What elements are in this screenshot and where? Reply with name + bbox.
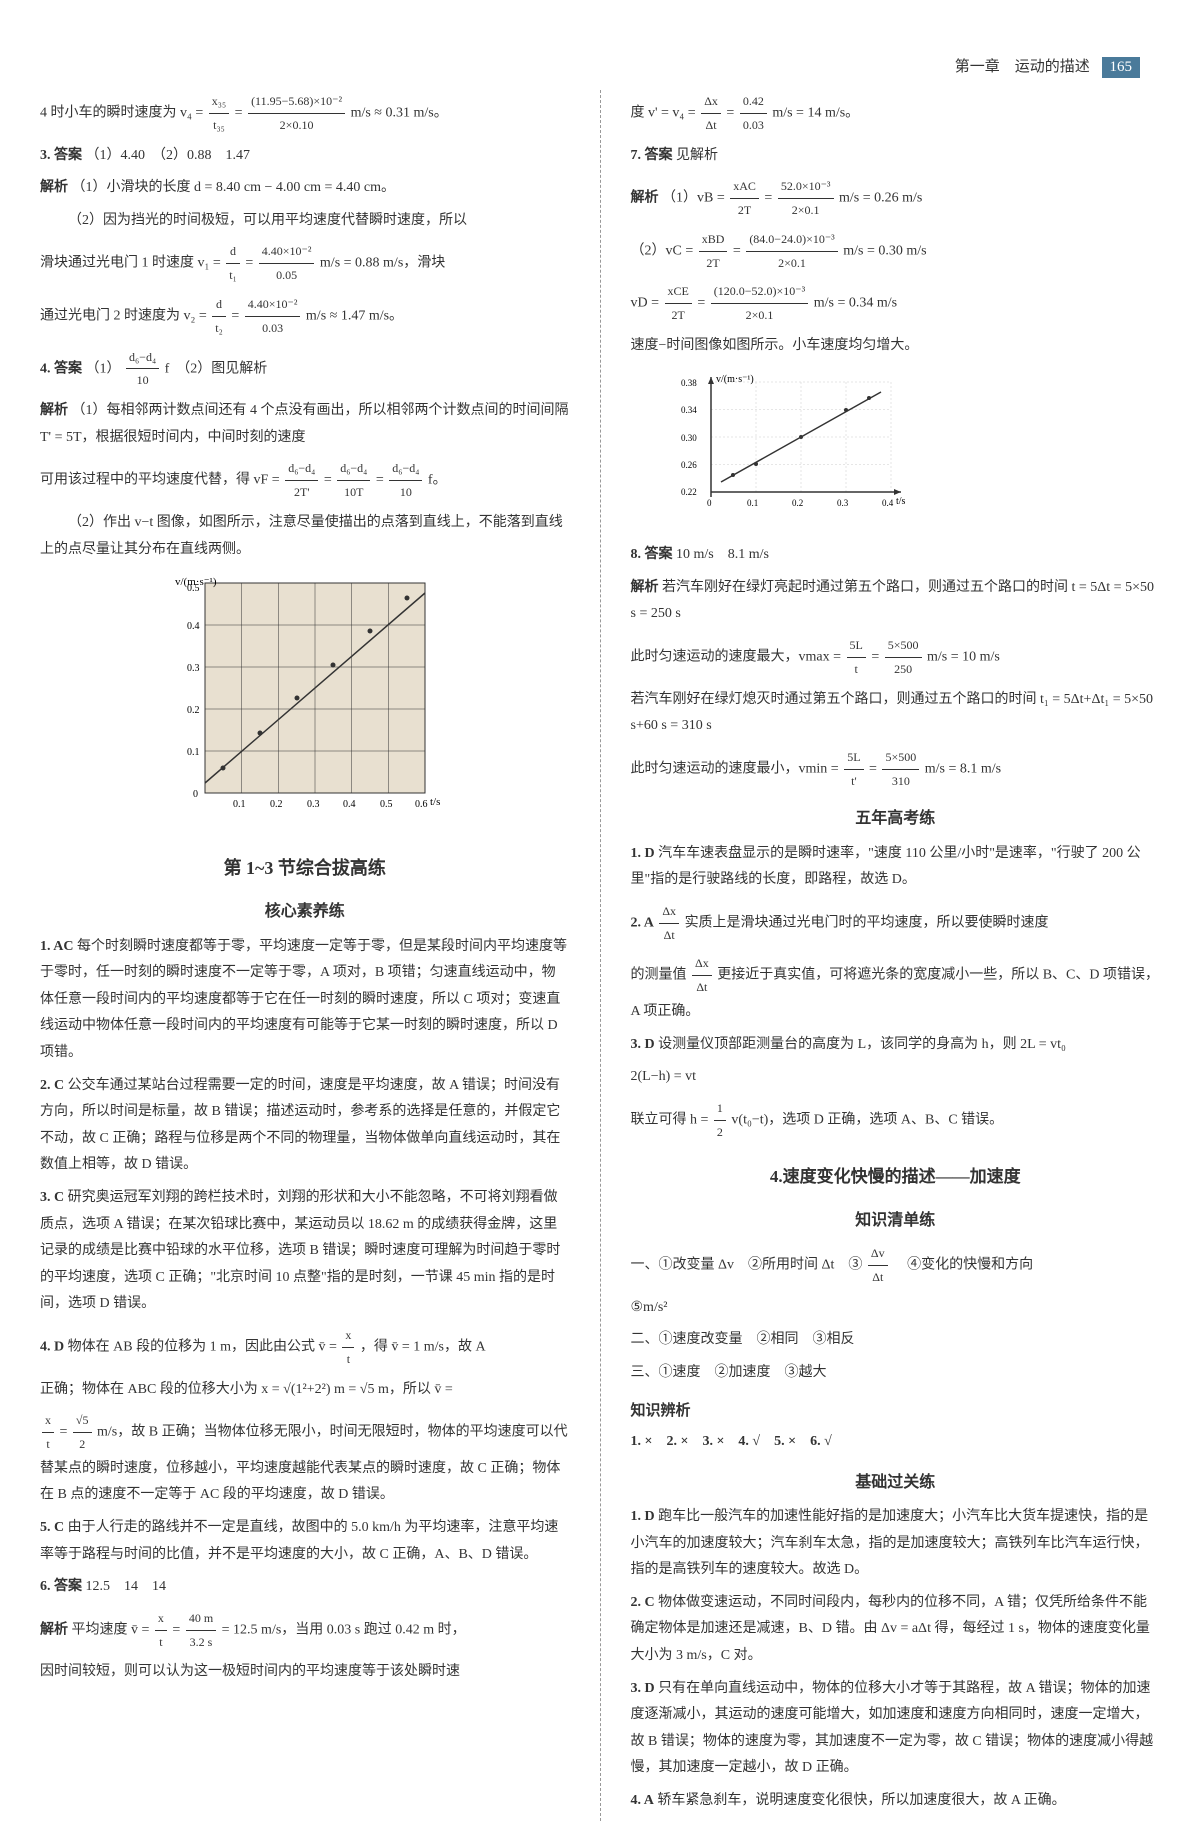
r3b: 2(L−h) = vt bbox=[631, 1064, 1161, 1091]
section-1-3-title: 第 1~3 节综合拔高练 bbox=[40, 851, 570, 885]
q7-exp3: vD = xCE2T = (120.0−52.0)×10⁻³2×0.1 m/s … bbox=[631, 280, 1161, 327]
svg-text:0: 0 bbox=[193, 789, 198, 800]
svg-text:0.30: 0.30 bbox=[681, 433, 697, 443]
b1: 1. D 跑车比一般汽车的加速性能好指的是加速度大；小汽车比大货车提速快，指的是… bbox=[631, 1504, 1161, 1584]
svg-text:0.38: 0.38 bbox=[681, 378, 697, 388]
k4: 三、①速度 ②加速度 ③越大 bbox=[631, 1360, 1161, 1387]
q8: 8. 答案 10 m/s 8.1 m/s bbox=[631, 542, 1161, 569]
p5: 5. C 由于人行走的路线并不一定是直线，故图中的 5.0 km/h 为平均速率… bbox=[40, 1515, 570, 1568]
q4-exp: 解析 （1）每相邻两计数点间还有 4 个点没有画出，所以相邻两个计数点间的时间间… bbox=[40, 398, 570, 451]
svg-text:0.1: 0.1 bbox=[233, 799, 246, 810]
svg-text:0.2: 0.2 bbox=[187, 705, 200, 716]
left-column: 4 时小车的瞬时速度为 v₄ = x₃₅t₃₅ = (11.95−5.68)×1… bbox=[40, 90, 570, 1821]
subsection-core: 核心素养练 bbox=[40, 897, 570, 927]
section-5year: 五年高考练 bbox=[631, 804, 1161, 834]
page-number: 165 bbox=[1102, 57, 1141, 78]
r0: 度 v' = v₄ = ΔxΔt = 0.420.03 m/s = 14 m/s… bbox=[631, 90, 1161, 137]
svg-text:0.4: 0.4 bbox=[882, 498, 894, 508]
r3: 3. D 设测量仪顶部距测量台的高度为 L，该同学的身高为 h，则 2L = v… bbox=[631, 1032, 1161, 1059]
subsection-knowledge-check: 知识辨析 bbox=[631, 1397, 1161, 1426]
p4: 4. D 物体在 AB 段的位移为 1 m，因此由公式 v̄ = xt ，得 v… bbox=[40, 1324, 570, 1371]
section-4-accel: 4.速度变化快慢的描述——加速度 bbox=[631, 1161, 1161, 1193]
q3: 3. 答案 （1）4.40 （2）0.88 1.47 bbox=[40, 143, 570, 170]
page-header: 第一章 运动的描述 165 bbox=[955, 55, 1140, 78]
svg-text:0.26: 0.26 bbox=[681, 460, 697, 470]
b2: 2. C 物体做变速运动，不同时间段内，每秒内的位移不同，A 错；仅凭所给条件不… bbox=[631, 1590, 1161, 1670]
column-divider bbox=[600, 90, 601, 1821]
p1: 1. AC 每个时刻瞬时速度都等于零，平均速度一定等于零，但是某段时间内平均速度… bbox=[40, 934, 570, 1067]
r3c: 联立可得 h = 12 v(t₀−t)，选项 D 正确，选项 A、B、C 错误。 bbox=[631, 1097, 1161, 1144]
q8-exp2: 此时匀速运动的速度最大，vmax = 5Lt = 5×500250 m/s = … bbox=[631, 634, 1161, 681]
q7-exp2: （2）vC = xBD2T = (84.0−24.0)×10⁻³2×0.1 m/… bbox=[631, 228, 1161, 275]
q7: 7. 答案 见解析 bbox=[631, 143, 1161, 170]
svg-text:0.3: 0.3 bbox=[307, 799, 320, 810]
q3-exp2: （2）因为挡光的时间极短，可以用平均速度代替瞬时速度，所以 bbox=[40, 208, 570, 235]
q4-exp3: （2）作出 v−t 图像，如图所示，注意尽量使描出的点落到直线上，不能落到直线上… bbox=[40, 510, 570, 563]
q7-exp4: 速度−时间图像如图所示。小车速度均匀增大。 bbox=[631, 333, 1161, 360]
q8-exp1: 解析 若汽车刚好在绿灯亮起时通过第五个路口，则通过五个路口的时间 t = 5Δt… bbox=[631, 575, 1161, 628]
p6: 6. 答案 12.5 14 14 bbox=[40, 1574, 570, 1601]
r2: 2. A ΔxΔt 实质上是滑块通过光电门时的平均速度，所以要使瞬时速度 bbox=[631, 900, 1161, 947]
svg-text:0.34: 0.34 bbox=[681, 405, 697, 415]
svg-text:v/(m·s⁻¹): v/(m·s⁻¹) bbox=[716, 374, 754, 385]
svg-text:0.1: 0.1 bbox=[747, 498, 758, 508]
svg-text:0.5: 0.5 bbox=[380, 799, 393, 810]
b4: 4. A 轿车紧急刹车，说明速度变化很快，所以加速度很大，故 A 正确。 bbox=[631, 1788, 1161, 1815]
q7-exp1: 解析 （1）vB = xAC2T = 52.0×10⁻³2×0.1 m/s = … bbox=[631, 175, 1161, 222]
p6-exp: 解析 平均速度 v̄ = xt = 40 m3.2 s = 12.5 m/s，当… bbox=[40, 1607, 570, 1654]
p2: 2. C 公交车通过某站台过程需要一定的时间，速度是平均速度，故 A 错误；时间… bbox=[40, 1073, 570, 1179]
svg-text:0.22: 0.22 bbox=[681, 487, 697, 497]
b3: 3. D 只有在单向直线运动中，物体的位移大小才等于其路程，故 A 错误；物体的… bbox=[631, 1676, 1161, 1782]
svg-text:0: 0 bbox=[707, 498, 712, 508]
p0: 4 时小车的瞬时速度为 v₄ = x₃₅t₃₅ = (11.95−5.68)×1… bbox=[40, 90, 570, 137]
svg-text:t/s: t/s bbox=[430, 796, 440, 808]
svg-text:0.3: 0.3 bbox=[187, 663, 200, 674]
svg-text:0.5: 0.5 bbox=[187, 583, 200, 594]
svg-text:0.3: 0.3 bbox=[837, 498, 849, 508]
k2: ⑤m/s² bbox=[631, 1295, 1161, 1322]
columns: 4 时小车的瞬时速度为 v₄ = x₃₅t₃₅ = (11.95−5.68)×1… bbox=[40, 90, 1160, 1821]
k5: 1. × 2. × 3. × 4. √ 5. × 6. √ bbox=[631, 1429, 1161, 1456]
q8-exp4: 此时匀速运动的速度最小，vmin = 5Lt' = 5×500310 m/s =… bbox=[631, 746, 1161, 793]
q3-exp: 解析 （1）小滑块的长度 d = 8.40 cm − 4.00 cm = 4.4… bbox=[40, 175, 570, 202]
subsection-basic: 基础过关练 bbox=[631, 1468, 1161, 1498]
p3: 3. C 研究奥运冠军刘翔的跨栏技术时，刘翔的形状和大小不能忽略，不可将刘翔看做… bbox=[40, 1185, 570, 1318]
svg-text:t/s: t/s bbox=[896, 496, 906, 507]
p4c: xt = √52 m/s，故 B 正确；当物体位移无限小，时间无限短时，物体的平… bbox=[40, 1409, 570, 1509]
q4-exp2: 可用该过程中的平均速度代替，得 vF = d₆−d₄2T' = d₆−d₄10T… bbox=[40, 457, 570, 504]
text: 4 时小车的瞬时速度为 v₄ = bbox=[40, 106, 207, 121]
svg-text:0.2: 0.2 bbox=[270, 799, 283, 810]
chapter-title: 第一章 运动的描述 bbox=[955, 59, 1090, 75]
p6-exp2: 因时间较短，则可以认为这一极短时间内的平均速度等于该处瞬时速 bbox=[40, 1659, 570, 1686]
chart-vt-1: v/(m·s⁻¹) t/s 0 0.10.2 0.30.4 0.5 0.10.2… bbox=[165, 573, 445, 833]
svg-text:0.2: 0.2 bbox=[792, 498, 803, 508]
q3-exp3: 滑块通过光电门 1 时速度 v₁ = dt₁ = 4.40×10⁻²0.05 m… bbox=[40, 240, 570, 287]
svg-text:0.6: 0.6 bbox=[415, 799, 428, 810]
right-column: 度 v' = v₄ = ΔxΔt = 0.420.03 m/s = 14 m/s… bbox=[631, 90, 1161, 1821]
chart-vt-2: v/(m·s⁻¹) t/s 0.38 0.34 0.30 0.26 0.22 0 0.… bbox=[661, 372, 921, 522]
q8-exp3: 若汽车刚好在绿灯熄灭时通过第五个路口，则通过五个路口的时间 t₁ = 5Δt+Δ… bbox=[631, 687, 1161, 740]
k1: 一、①改变量 Δv ②所用时间 Δt ③ ΔvΔt ④变化的快慢和方向 bbox=[631, 1242, 1161, 1289]
svg-text:0.4: 0.4 bbox=[187, 621, 200, 632]
q4: 4. 答案 （1） d₆−d₄10 f （2）图见解析 bbox=[40, 346, 570, 393]
k3: 二、①速度改变量 ②相同 ③相反 bbox=[631, 1327, 1161, 1354]
q3-exp4: 通过光电门 2 时速度为 v₂ = dt₂ = 4.40×10⁻²0.03 m/… bbox=[40, 293, 570, 340]
r1: 1. D 汽车车速表盘显示的是瞬时速率，"速度 110 公里/小时"是速率，"行… bbox=[631, 841, 1161, 894]
r2b: 的测量值 ΔxΔt 更接近于真实值，可将遮光条的宽度减小一些，所以 B、C、D … bbox=[631, 952, 1161, 1025]
subsection-knowledge-list: 知识清单练 bbox=[631, 1206, 1161, 1236]
svg-text:0.4: 0.4 bbox=[343, 799, 356, 810]
p4b: 正确；物体在 ABC 段的位移大小为 x = √(1²+2²) m = √5 m… bbox=[40, 1377, 570, 1404]
svg-text:0.1: 0.1 bbox=[187, 747, 200, 758]
